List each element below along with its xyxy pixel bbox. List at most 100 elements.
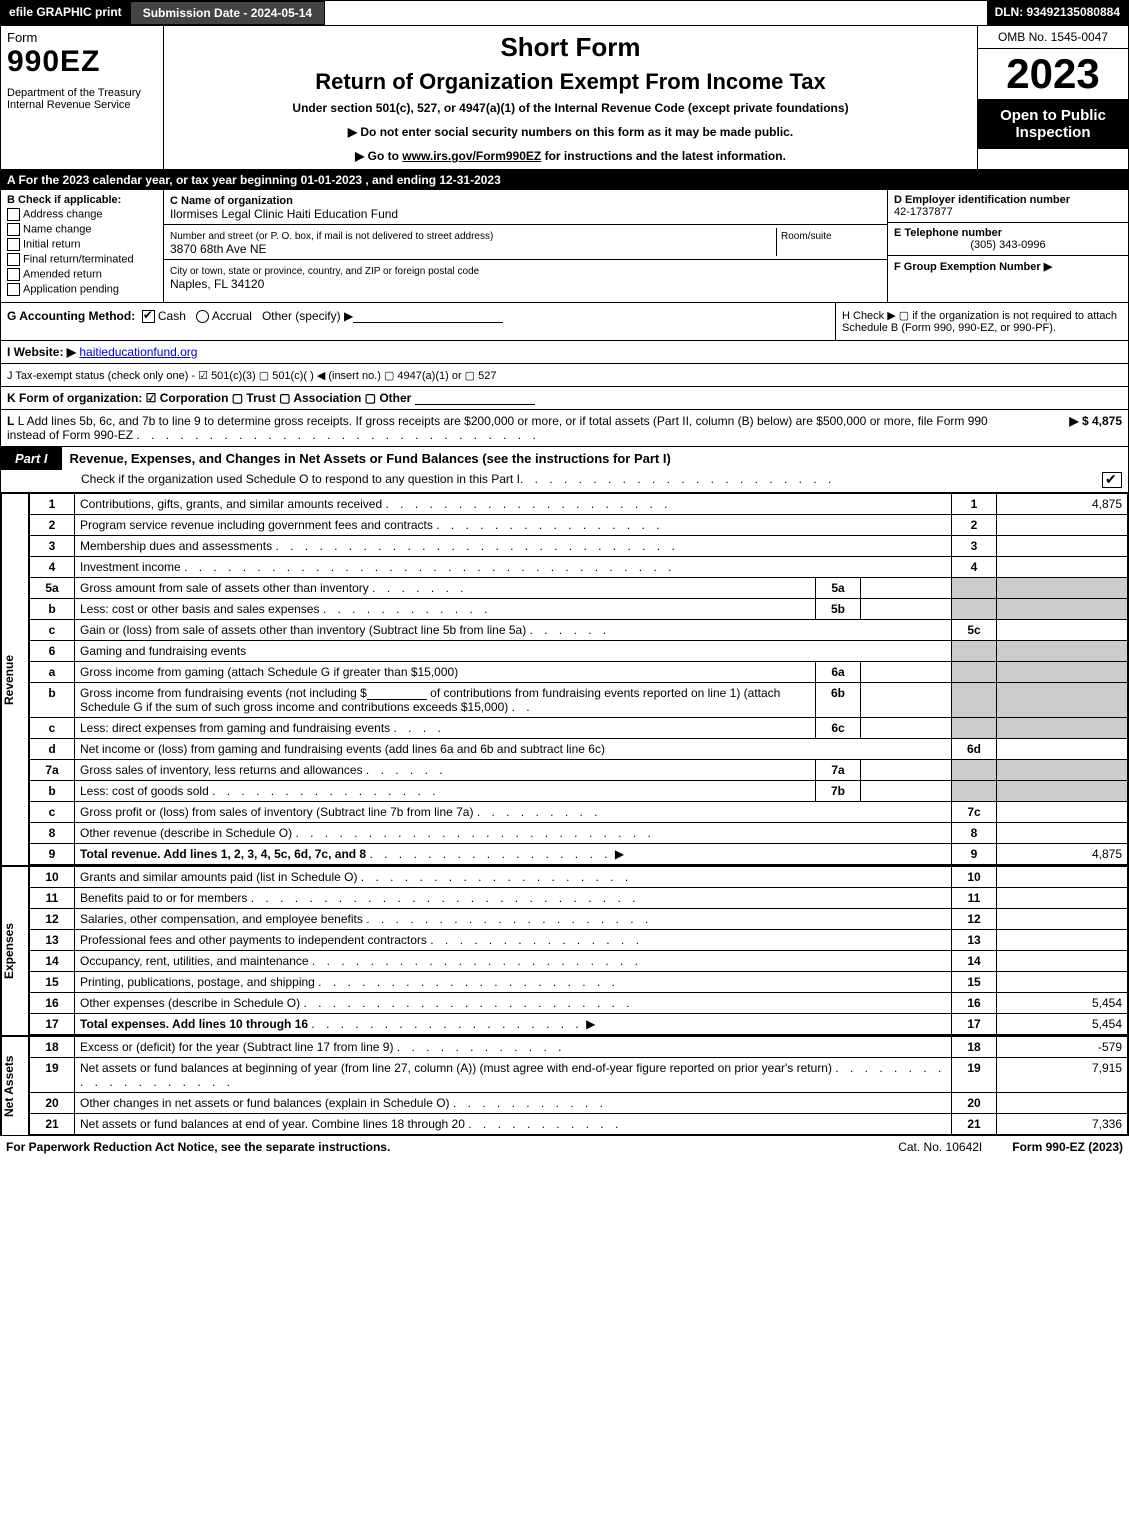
ln1-col: 1 — [952, 494, 997, 515]
section-b: B Check if applicable: Address change Na… — [1, 190, 164, 302]
line-15: 15Printing, publications, postage, and s… — [30, 972, 1128, 993]
netassets-section: Net Assets 18Excess or (deficit) for the… — [1, 1035, 1128, 1135]
open-to-public: Open to Public Inspection — [978, 99, 1128, 149]
ln1-amt: 4,875 — [997, 494, 1128, 515]
line-17: 17Total expenses. Add lines 10 through 1… — [30, 1014, 1128, 1035]
section-h: H Check ▶ ▢ if the organization is not r… — [835, 303, 1128, 340]
line-7b: b Less: cost of goods sold . . . . . . .… — [30, 781, 1128, 802]
form-container: efile GRAPHIC print Submission Date - 20… — [0, 0, 1129, 1136]
line-9: 9 Total revenue. Add lines 1, 2, 3, 4, 5… — [30, 844, 1128, 865]
section-l: L L Add lines 5b, 6c, and 7b to line 9 t… — [1, 410, 1128, 447]
chk-application-pending[interactable]: Application pending — [7, 283, 157, 296]
section-b-label: B Check if applicable: — [7, 194, 157, 206]
line-3: 3 Membership dues and assessments . . . … — [30, 536, 1128, 557]
line-7c: c Gross profit or (loss) from sales of i… — [30, 802, 1128, 823]
part1-title: Revenue, Expenses, and Changes in Net As… — [62, 447, 1128, 470]
g-accrual-label: Accrual — [212, 309, 252, 323]
ein-label: D Employer identification number — [894, 194, 1070, 206]
section-i: I Website: ▶ haitieducationfund.org — [1, 341, 1128, 364]
revenue-table: 1 Contributions, gifts, grants, and simi… — [29, 493, 1128, 865]
group-exemption-cell: F Group Exemption Number ▶ — [888, 256, 1128, 277]
ein-cell: D Employer identification number 42-1737… — [888, 190, 1128, 223]
schedule-o-checkbox[interactable] — [1102, 472, 1122, 488]
schedule-o-check-row: Check if the organization used Schedule … — [1, 470, 1128, 492]
efile-print-label[interactable]: efile GRAPHIC print — [1, 1, 130, 25]
room-label: Room/suite — [781, 231, 832, 242]
line-6c: c Less: direct expenses from gaming and … — [30, 718, 1128, 739]
chk-initial-return[interactable]: Initial return — [7, 238, 157, 251]
street-address: 3870 68th Ave NE — [170, 242, 267, 256]
line-6b: b Gross income from fundraising events (… — [30, 683, 1128, 718]
chk-address-change[interactable]: Address change — [7, 208, 157, 221]
section-g: G Accounting Method: Cash Accrual Other … — [1, 303, 835, 340]
dln-number: DLN: 93492135080884 — [987, 1, 1128, 25]
line-16: 16Other expenses (describe in Schedule O… — [30, 993, 1128, 1014]
line-5b: b Less: cost or other basis and sales ex… — [30, 599, 1128, 620]
website-link[interactable]: haitieducationfund.org — [79, 345, 197, 359]
netassets-side-label: Net Assets — [1, 1036, 29, 1135]
omb-number: OMB No. 1545-0047 — [978, 26, 1128, 49]
section-c: C Name of organization Ilormises Legal C… — [164, 190, 887, 302]
phone-value: (305) 343-0996 — [894, 239, 1122, 251]
netassets-table: 18Excess or (deficit) for the year (Subt… — [29, 1036, 1128, 1135]
line-21: 21Net assets or fund balances at end of … — [30, 1114, 1128, 1135]
no-ssn-warning: ▶ Do not enter social security numbers o… — [174, 125, 967, 139]
city-cell: City or town, state or province, country… — [164, 260, 887, 294]
website-label: I Website: ▶ — [7, 345, 76, 359]
line-20: 20Other changes in net assets or fund ba… — [30, 1093, 1128, 1114]
chk-amended-return[interactable]: Amended return — [7, 268, 157, 281]
submission-date: Submission Date - 2024-05-14 — [130, 1, 325, 25]
chk-name-change[interactable]: Name change — [7, 223, 157, 236]
line-5c: c Gain or (loss) from sale of assets oth… — [30, 620, 1128, 641]
line-18: 18Excess or (deficit) for the year (Subt… — [30, 1037, 1128, 1058]
form-number: 990EZ — [7, 45, 157, 79]
section-k: K Form of organization: ☑ Corporation ▢ … — [1, 387, 1128, 410]
top-bar: efile GRAPHIC print Submission Date - 20… — [1, 1, 1128, 25]
line-7a: 7a Gross sales of inventory, less return… — [30, 760, 1128, 781]
line-12: 12Salaries, other compensation, and empl… — [30, 909, 1128, 930]
header-left: Form 990EZ Department of the Treasury In… — [1, 26, 164, 169]
line-10: 10Grants and similar amounts paid (list … — [30, 867, 1128, 888]
info-block: B Check if applicable: Address change Na… — [1, 190, 1128, 303]
ein-value: 42-1737877 — [894, 206, 953, 218]
revenue-section: Revenue 1 Contributions, gifts, grants, … — [1, 492, 1128, 865]
line-6: 6 Gaming and fundraising events — [30, 641, 1128, 662]
line-4: 4 Investment income . . . . . . . . . . … — [30, 557, 1128, 578]
org-name-label: C Name of organization — [170, 195, 293, 207]
chk-cash[interactable] — [142, 310, 155, 323]
g-other-field[interactable] — [353, 310, 503, 323]
street-cell: Number and street (or P. O. box, if mail… — [164, 225, 887, 260]
top-spacer — [325, 1, 986, 25]
page-footer: For Paperwork Reduction Act Notice, see … — [0, 1136, 1129, 1158]
org-name: Ilormises Legal Clinic Haiti Education F… — [170, 207, 398, 221]
g-cash-label: Cash — [158, 309, 186, 323]
g-other-label: Other (specify) ▶ — [262, 309, 353, 323]
department-label: Department of the Treasury Internal Reve… — [7, 87, 157, 111]
section-l-amount: ▶ $ 4,875 — [1022, 414, 1122, 442]
group-exemption-label: F Group Exemption Number ▶ — [894, 261, 1052, 273]
phone-cell: E Telephone number (305) 343-0996 — [888, 223, 1128, 256]
street-label: Number and street (or P. O. box, if mail… — [170, 231, 493, 242]
return-title: Return of Organization Exempt From Incom… — [174, 69, 967, 95]
line-11: 11Benefits paid to or for members . . . … — [30, 888, 1128, 909]
chk-final-return[interactable]: Final return/terminated — [7, 253, 157, 266]
footer-catno: Cat. No. 10642I — [868, 1140, 1012, 1154]
part1-tab: Part I — [1, 447, 62, 470]
short-form-title: Short Form — [174, 32, 967, 63]
line-19: 19Net assets or fund balances at beginni… — [30, 1058, 1128, 1093]
expenses-table: 10Grants and similar amounts paid (list … — [29, 866, 1128, 1035]
line-5a: 5a Gross amount from sale of assets othe… — [30, 578, 1128, 599]
section-j: J Tax-exempt status (check only one) - ☑… — [1, 364, 1128, 387]
row-a-tax-year: A For the 2023 calendar year, or tax yea… — [1, 170, 1128, 190]
irs-link[interactable]: www.irs.gov/Form990EZ — [402, 149, 541, 163]
chk-accrual[interactable] — [196, 310, 209, 323]
revenue-side-label: Revenue — [1, 493, 29, 865]
city-state-zip: Naples, FL 34120 — [170, 277, 264, 291]
line-14: 14Occupancy, rent, utilities, and mainte… — [30, 951, 1128, 972]
ln1-num: 1 — [30, 494, 75, 515]
section-k-text: K Form of organization: ☑ Corporation ▢ … — [7, 391, 411, 405]
line-6a: a Gross income from gaming (attach Sched… — [30, 662, 1128, 683]
k-other-field[interactable] — [415, 392, 535, 405]
expenses-side-label: Expenses — [1, 866, 29, 1035]
part1-header: Part I Revenue, Expenses, and Changes in… — [1, 447, 1128, 470]
